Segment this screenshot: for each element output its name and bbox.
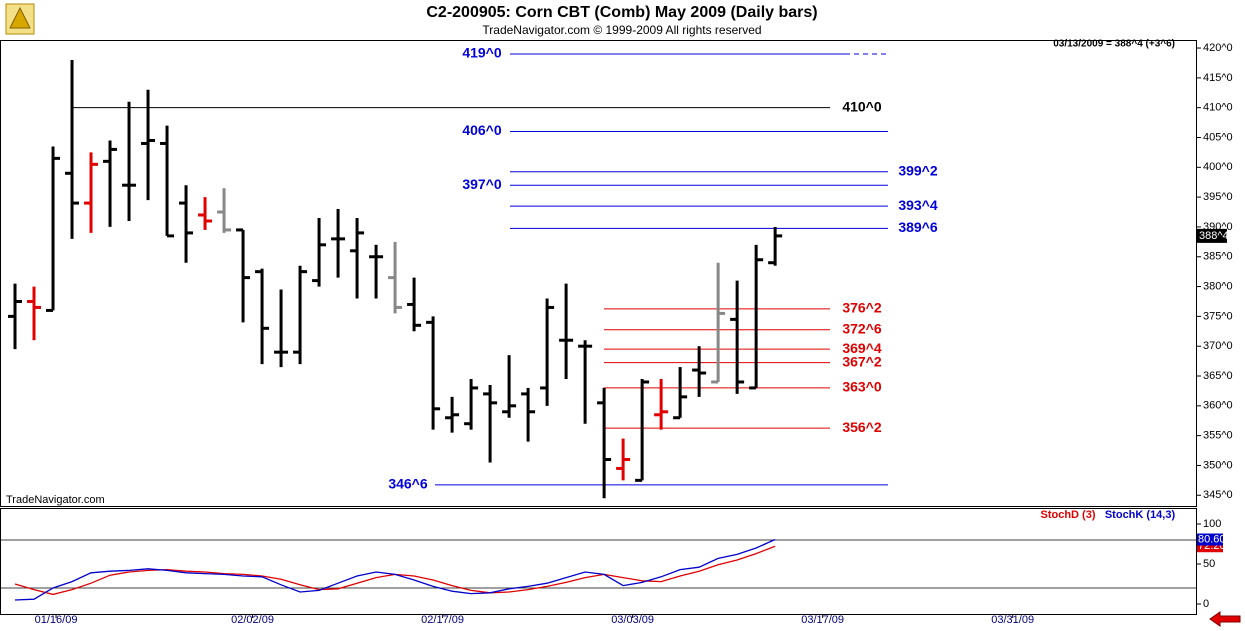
y-tick-label: 415^0 — [1203, 72, 1233, 84]
x-tick-label: 03/17/09 — [801, 614, 844, 626]
title: C2-200905: Corn CBT (Comb) May 2009 (Dai… — [426, 4, 817, 21]
level-label: 419^0 — [462, 45, 502, 61]
x-tick-label: 03/31/09 — [991, 614, 1034, 626]
level-label: 363^0 — [842, 379, 882, 395]
level-label: 393^4 — [898, 197, 938, 213]
y-tick-label: 370^0 — [1203, 340, 1233, 352]
value-box — [1197, 533, 1223, 546]
level-label: 399^2 — [898, 162, 938, 178]
level-label: 376^2 — [842, 300, 882, 316]
y-tick-label: 405^0 — [1203, 131, 1233, 143]
y-tick-label: 100 — [1203, 518, 1221, 530]
x-tick-label: 03/03/09 — [611, 614, 654, 626]
subtitle: TradeNavigator.com © 1999-2009 All right… — [482, 23, 761, 37]
y-tick-label: 380^0 — [1203, 280, 1233, 292]
level-label: 356^2 — [842, 419, 882, 435]
legend-entry: StochK (14,3) — [1105, 509, 1176, 521]
x-tick-label: 02/02/09 — [231, 614, 274, 626]
y-tick-label: 420^0 — [1203, 42, 1233, 54]
level-label: 367^2 — [842, 353, 882, 369]
scroll-arrow[interactable] — [1209, 611, 1241, 627]
level-label: 397^0 — [462, 176, 502, 192]
x-tick-label: 01/16/09 — [35, 614, 78, 626]
last-price-box — [1197, 228, 1227, 243]
price-panel — [0, 40, 1197, 507]
y-tick-label: 395^0 — [1203, 191, 1233, 203]
info: 03/13/2009 = 388^4 (+3^6) — [1053, 39, 1175, 50]
stoch-panel — [0, 508, 1197, 615]
level-label: 410^0 — [842, 98, 882, 114]
y-tick-label: 360^0 — [1203, 400, 1233, 412]
y-tick-label: 350^0 — [1203, 459, 1233, 471]
level-label: 406^0 — [462, 122, 502, 138]
y-tick-label: 375^0 — [1203, 310, 1233, 322]
y-tick-label: 50 — [1203, 558, 1215, 570]
last-price-label: 388^4 — [1199, 230, 1229, 242]
watermark: TradeNavigator.com — [6, 494, 105, 506]
y-tick-label: 410^0 — [1203, 102, 1233, 114]
logo — [5, 3, 35, 35]
y-tick-label: 400^0 — [1203, 161, 1233, 173]
y-tick-label: 355^0 — [1203, 430, 1233, 442]
y-tick-label: 0 — [1203, 598, 1209, 610]
level-label: 389^6 — [898, 219, 938, 235]
y-tick-label: 385^0 — [1203, 251, 1233, 263]
level-label: 346^6 — [388, 476, 428, 492]
y-tick-label: 345^0 — [1203, 489, 1233, 501]
level-label: 372^6 — [842, 320, 882, 336]
value-label: 80.60 — [1198, 533, 1226, 545]
legend-entry: StochD (3) — [1041, 509, 1096, 521]
level-label: 369^4 — [842, 340, 882, 356]
y-tick-label: 365^0 — [1203, 370, 1233, 382]
stoch-line — [14, 538, 776, 601]
x-tick-label: 02/17/09 — [421, 614, 464, 626]
